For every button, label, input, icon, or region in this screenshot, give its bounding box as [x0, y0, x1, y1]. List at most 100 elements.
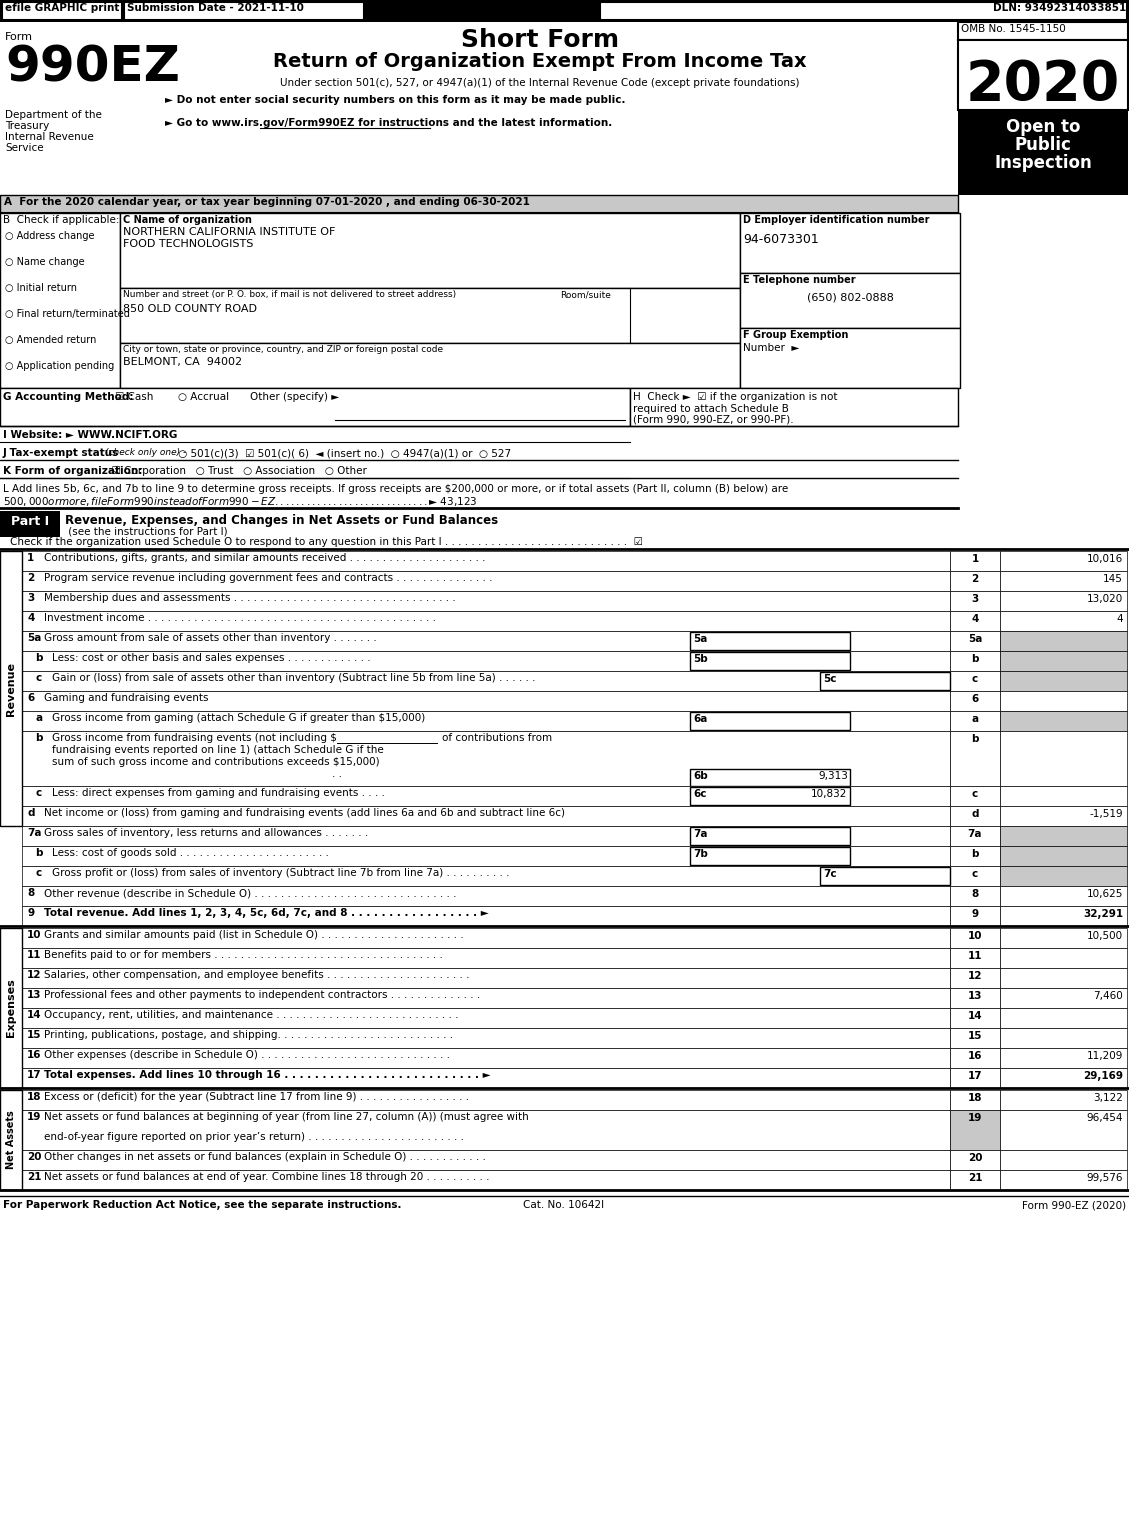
Bar	[959, 110, 1128, 195]
Text: Department of the: Department of the	[5, 110, 102, 120]
Text: B  Check if applicable:: B Check if applicable:	[3, 215, 120, 226]
Bar	[0, 511, 60, 537]
Bar	[1000, 1170, 1127, 1190]
Text: (see the instructions for Part I): (see the instructions for Part I)	[65, 526, 228, 535]
Text: ○ Application pending: ○ Application pending	[5, 361, 114, 371]
Text: C Name of organization: C Name of organization	[123, 215, 252, 226]
Text: NORTHERN CALIFORNIA INSTITUTE OF: NORTHERN CALIFORNIA INSTITUTE OF	[123, 227, 335, 236]
Text: FOOD TECHNOLOGISTS: FOOD TECHNOLOGISTS	[123, 239, 253, 249]
Bar	[0, 0, 1129, 21]
Text: DLN: 93492314033851: DLN: 93492314033851	[992, 3, 1126, 14]
Bar	[1000, 968, 1127, 988]
Text: For Paperwork Reduction Act Notice, see the separate instructions.: For Paperwork Reduction Act Notice, see …	[3, 1200, 402, 1209]
Bar	[949, 906, 1000, 926]
Bar	[949, 886, 1000, 906]
Text: Revenue, Expenses, and Changes in Net Assets or Fund Balances: Revenue, Expenses, and Changes in Net As…	[65, 514, 498, 528]
Text: fundraising events reported on line 1) (attach Schedule G if the: fundraising events reported on line 1) (…	[52, 746, 384, 755]
Bar	[1000, 730, 1127, 785]
Text: 12: 12	[27, 970, 42, 981]
Text: b: b	[971, 654, 979, 663]
Text: Form: Form	[5, 32, 33, 43]
Text: OMB No. 1545-1150: OMB No. 1545-1150	[961, 24, 1066, 34]
Text: c: c	[972, 788, 978, 799]
Text: . .: . .	[332, 769, 342, 779]
Text: Other revenue (describe in Schedule O) . . . . . . . . . . . . . . . . . . . . .: Other revenue (describe in Schedule O) .…	[44, 888, 456, 898]
Text: b: b	[971, 734, 979, 744]
Text: Total revenue. Add lines 1, 2, 3, 4, 5c, 6d, 7c, and 8 . . . . . . . . . . . . .: Total revenue. Add lines 1, 2, 3, 4, 5c,…	[44, 907, 489, 918]
Bar	[21, 886, 949, 906]
Bar	[949, 671, 1000, 691]
Text: Net assets or fund balances at beginning of year (from line 27, column (A)) (mus: Net assets or fund balances at beginning…	[44, 1112, 528, 1122]
Text: 850 OLD COUNTY ROAD: 850 OLD COUNTY ROAD	[123, 303, 257, 314]
Bar	[949, 711, 1000, 730]
Bar	[690, 846, 850, 865]
Bar	[949, 1008, 1000, 1028]
Bar	[21, 807, 949, 827]
Bar	[949, 988, 1000, 1008]
Bar	[690, 631, 850, 650]
Bar	[0, 214, 959, 387]
Text: 6c: 6c	[693, 788, 707, 799]
Text: Check if the organization used Schedule O to respond to any question in this Par: Check if the organization used Schedule …	[10, 537, 642, 547]
Bar	[21, 592, 949, 612]
Text: 10,016: 10,016	[1087, 554, 1123, 564]
Bar	[21, 671, 949, 691]
Bar	[21, 691, 949, 711]
Text: ○ Amended return: ○ Amended return	[5, 336, 96, 345]
Text: required to attach Schedule B: required to attach Schedule B	[633, 404, 789, 413]
Text: 17: 17	[27, 1071, 42, 1080]
Text: D Employer identification number: D Employer identification number	[743, 215, 929, 226]
Text: 15: 15	[27, 1029, 42, 1040]
Bar	[690, 827, 850, 845]
Bar	[1000, 785, 1127, 807]
Bar	[120, 343, 739, 387]
Bar	[1000, 711, 1127, 730]
Bar	[1000, 988, 1127, 1008]
Bar	[2, 2, 122, 20]
Text: (650) 802-0888: (650) 802-0888	[806, 293, 893, 303]
Bar	[949, 785, 1000, 807]
Text: BELMONT, CA  94002: BELMONT, CA 94002	[123, 357, 242, 368]
Bar	[690, 712, 850, 730]
Text: 5c: 5c	[823, 674, 837, 685]
Text: Grants and similar amounts paid (list in Schedule O) . . . . . . . . . . . . . .: Grants and similar amounts paid (list in…	[44, 930, 464, 939]
Text: Gross amount from sale of assets other than inventory . . . . . . .: Gross amount from sale of assets other t…	[44, 633, 377, 644]
Text: ► Do not enter social security numbers on this form as it may be made public.: ► Do not enter social security numbers o…	[165, 95, 625, 105]
Text: E Telephone number: E Telephone number	[743, 274, 856, 285]
Bar	[949, 1110, 1000, 1150]
Bar	[1000, 612, 1127, 631]
Text: b: b	[971, 849, 979, 859]
Text: 32,291: 32,291	[1083, 909, 1123, 920]
Text: Revenue: Revenue	[6, 662, 16, 715]
Bar	[120, 288, 739, 343]
Bar	[21, 1090, 949, 1110]
Bar	[21, 1110, 949, 1150]
Bar	[21, 949, 949, 968]
Bar	[21, 551, 949, 570]
Bar	[21, 1028, 949, 1048]
Bar	[949, 691, 1000, 711]
Text: 14: 14	[968, 1011, 982, 1022]
Text: Open to: Open to	[1006, 117, 1080, 136]
Bar	[739, 273, 960, 328]
Bar	[21, 730, 949, 785]
Bar	[949, 949, 1000, 968]
Text: Other changes in net assets or fund balances (explain in Schedule O) . . . . . .: Other changes in net assets or fund bala…	[44, 1151, 485, 1162]
Bar	[630, 387, 959, 425]
Bar	[21, 1068, 949, 1087]
Bar	[21, 866, 949, 886]
Text: Membership dues and assessments . . . . . . . . . . . . . . . . . . . . . . . . : Membership dues and assessments . . . . …	[44, 593, 456, 602]
Text: ○ Initial return: ○ Initial return	[5, 284, 77, 293]
Text: $500,000 or more, file Form 990 instead of Form 990-EZ . . . . . . . . . . . . .: $500,000 or more, file Form 990 instead …	[3, 496, 478, 508]
Bar	[690, 653, 850, 669]
Bar	[949, 551, 1000, 570]
Text: 13: 13	[968, 991, 982, 1000]
Text: 4: 4	[27, 613, 34, 624]
Bar	[1000, 570, 1127, 592]
Bar	[120, 214, 739, 288]
Bar	[21, 1048, 949, 1068]
Text: Number and street (or P. O. box, if mail is not delivered to street address): Number and street (or P. O. box, if mail…	[123, 290, 456, 299]
Text: Cat. No. 10642I: Cat. No. 10642I	[524, 1200, 604, 1209]
Text: 94-6073301: 94-6073301	[743, 233, 819, 246]
Text: 21: 21	[27, 1173, 42, 1182]
